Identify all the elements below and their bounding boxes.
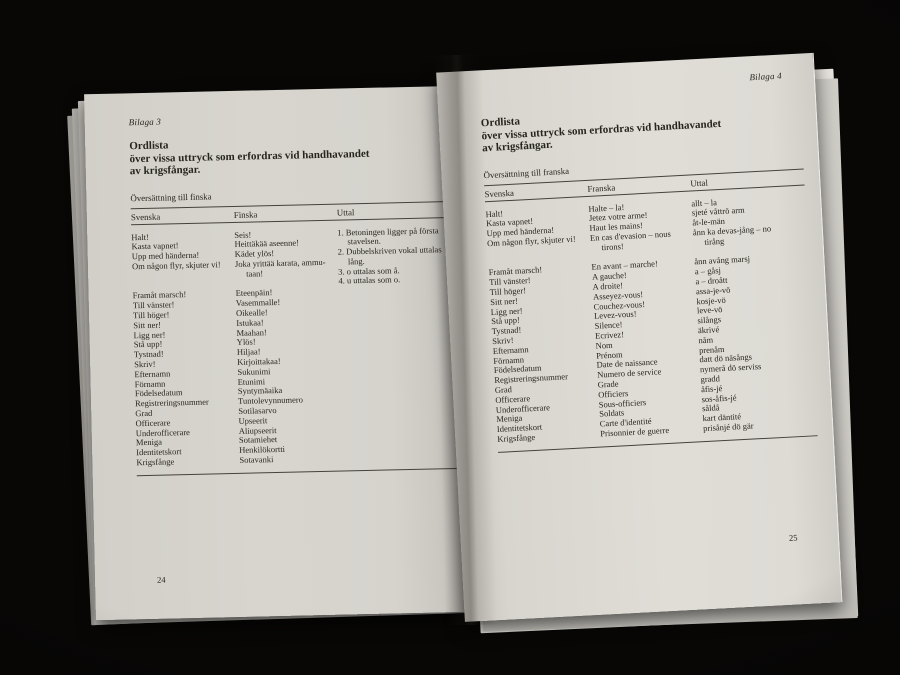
table-caption: Översättning till finska [130,190,212,203]
uttal-note: 2. Dubbelskriven vokal uttalas lång. [337,244,442,267]
rows-main: Framåt marsch! En avant – marche! ånn av… [488,252,817,445]
uttal-note: 4. u uttalas som o. [338,274,401,287]
page-number: 25 [788,532,798,543]
cell-finska: Joka yrittää karata, ammu-taan! [234,256,326,279]
uttal-notes: 1. Betoningen ligger på första stavelsen… [337,225,456,464]
table-body: Halt! Seis! Kasta vapnet! Heittäkää asee… [131,218,457,473]
left-page: Bilaga 3 Ordlista över vissa uttryck som… [84,85,470,621]
column-header-svenska: Svenska [130,211,161,222]
translation-table-french: Svenska Franska Uttal Halt! Halte – la! … [484,168,818,453]
cell-finska: Sotavanki [239,454,274,465]
translation-table-finnish: Svenska Finska Uttal Halt! Seis! Kasta v… [130,200,457,477]
column-header-finska: Finska [233,208,258,220]
table-row: Krigsfånge Sotavanki [136,454,342,468]
glossary-title: Ordlista över vissa uttryck som erfordra… [129,133,454,178]
phrase-columns: Halt! Seis! Kasta vapnet! Heittäkää asee… [131,228,342,468]
glossary-title: Ordlista över vissa uttryck som erfordra… [481,100,808,154]
right-page: Bilaga 4 Ordlista över vissa uttryck som… [436,52,843,622]
page-number: 24 [157,574,166,585]
annex-label: Bilaga 4 [749,70,783,83]
cell-svenska: Om någon flyr, skjuter vi! [131,259,221,272]
rows-top: Halt! Seis! Kasta vapnet! Heittäkää asee… [131,228,338,282]
column-header-uttal: Uttal [336,206,355,218]
annex-label: Bilaga 3 [128,116,162,128]
rows-main: Framåt marsch! Eteenpäin! Till vänster! … [133,287,343,468]
cell-svenska: Krigsfånge [136,456,175,468]
table-body: Halt! Halte – la! allt – la Kasta vapnet… [485,185,818,449]
